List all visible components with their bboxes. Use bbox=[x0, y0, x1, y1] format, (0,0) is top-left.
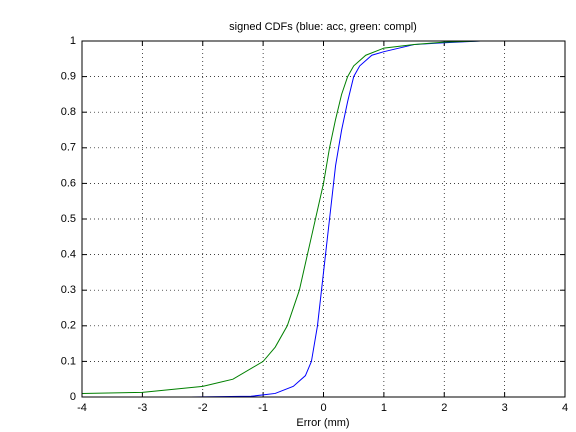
x-tick-label: 3 bbox=[502, 402, 508, 414]
y-tick-label: 0.8 bbox=[61, 106, 76, 118]
x-tick-label: -4 bbox=[77, 402, 87, 414]
y-tick-label: 0.2 bbox=[61, 320, 76, 332]
line-series bbox=[190, 40, 481, 398]
y-tick-label: 0 bbox=[70, 391, 76, 403]
x-axis-label: Error (mm) bbox=[296, 417, 349, 429]
x-tick-label: 0 bbox=[320, 402, 326, 414]
line-series bbox=[81, 40, 565, 394]
y-tick-label: 0.7 bbox=[61, 142, 76, 154]
y-tick-label: 1 bbox=[70, 35, 76, 47]
chart-title: signed CDFs (blue: acc, green: compl) bbox=[229, 21, 417, 33]
x-tick-label: -3 bbox=[137, 402, 147, 414]
x-tick-label: -2 bbox=[198, 402, 208, 414]
y-tick-label: 0.6 bbox=[61, 177, 76, 189]
axes-box bbox=[81, 40, 566, 398]
x-tick-label: 2 bbox=[441, 402, 447, 414]
y-tick-label: 0.9 bbox=[61, 71, 76, 83]
y-tick-label: 0.3 bbox=[61, 284, 76, 296]
x-tick-label: 4 bbox=[562, 402, 568, 414]
x-tick-label: 1 bbox=[381, 402, 387, 414]
x-tick-label: -1 bbox=[258, 402, 268, 414]
y-tick-label: 0.5 bbox=[61, 213, 76, 225]
y-tick-label: 0.1 bbox=[61, 355, 76, 367]
y-tick-label: 0.4 bbox=[61, 249, 76, 261]
